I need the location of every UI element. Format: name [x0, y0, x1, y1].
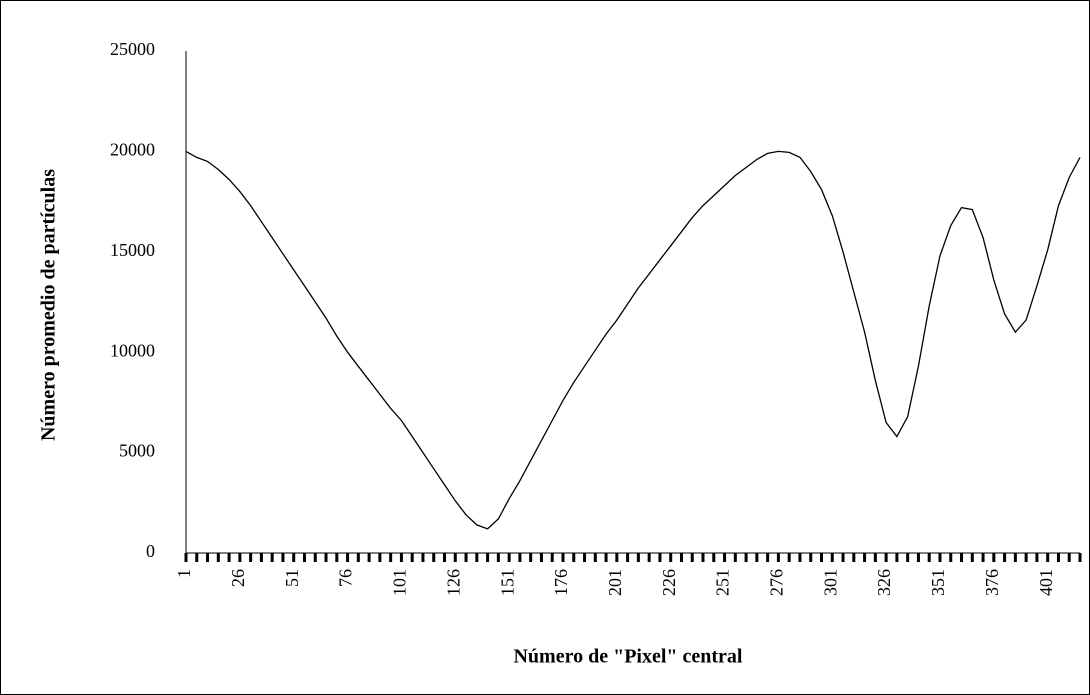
- y-tick-label: 15000: [110, 240, 155, 260]
- x-tick-label: 351: [928, 569, 948, 596]
- x-tick-label: 1: [174, 569, 194, 578]
- x-tick-label: 401: [1036, 569, 1056, 596]
- x-axis-title: Número de "Pixel" central: [513, 646, 742, 668]
- y-tick-label: 20000: [110, 140, 155, 160]
- x-tick-label: 201: [605, 569, 625, 596]
- x-tick-label: 176: [551, 569, 571, 596]
- x-tick-label: 26: [228, 569, 248, 587]
- x-tick-label: 376: [982, 569, 1002, 596]
- x-tick-label: 226: [659, 569, 679, 596]
- x-tick-label: 326: [874, 569, 894, 596]
- x-tick-label: 251: [713, 569, 733, 596]
- y-tick-label: 0: [146, 541, 155, 561]
- x-tick-label: 51: [282, 569, 302, 587]
- x-tick-label: 126: [443, 569, 463, 596]
- y-tick-label: 10000: [110, 340, 155, 360]
- y-tick-label: 5000: [119, 441, 155, 461]
- x-tick-label: 101: [390, 569, 410, 596]
- y-axis-title: Número promedio de partículas: [38, 169, 60, 441]
- x-tick-label: 76: [336, 569, 356, 587]
- data-line: [185, 150, 1081, 530]
- x-tick-label: 301: [820, 569, 840, 596]
- x-tick-label: 276: [767, 569, 787, 596]
- y-tick-label: 25000: [110, 39, 155, 59]
- x-tick-label: 151: [497, 569, 517, 596]
